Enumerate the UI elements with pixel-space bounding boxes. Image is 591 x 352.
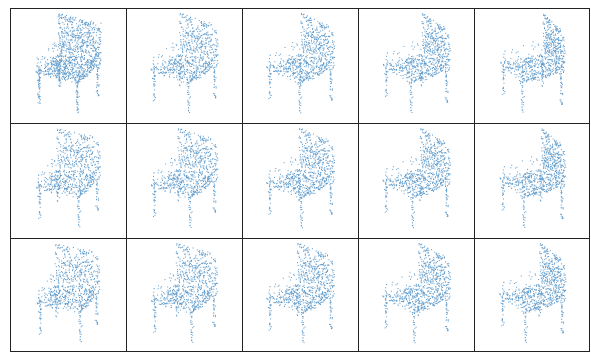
chair-point-cloud: [500, 13, 566, 113]
chair-point-cloud: [36, 128, 101, 228]
chair-point-cloud: [151, 243, 218, 343]
chair-point-cloud: [266, 127, 335, 229]
chair-point-cloud: [499, 128, 567, 228]
chair-point-cloud: [382, 13, 451, 114]
chair-point-cloud: [266, 243, 335, 344]
chair-point-cloud: [266, 12, 336, 114]
chair-point-cloud: [499, 243, 567, 343]
chair-point-cloud: [382, 243, 452, 344]
chair-point-cloud: [150, 13, 219, 113]
chair-point-cloud: [382, 128, 451, 229]
chair-point-cloud: [35, 13, 102, 114]
chair-point-cloud: [36, 244, 101, 342]
point-clouds: [35, 12, 567, 344]
chair-point-cloud: [150, 128, 219, 228]
